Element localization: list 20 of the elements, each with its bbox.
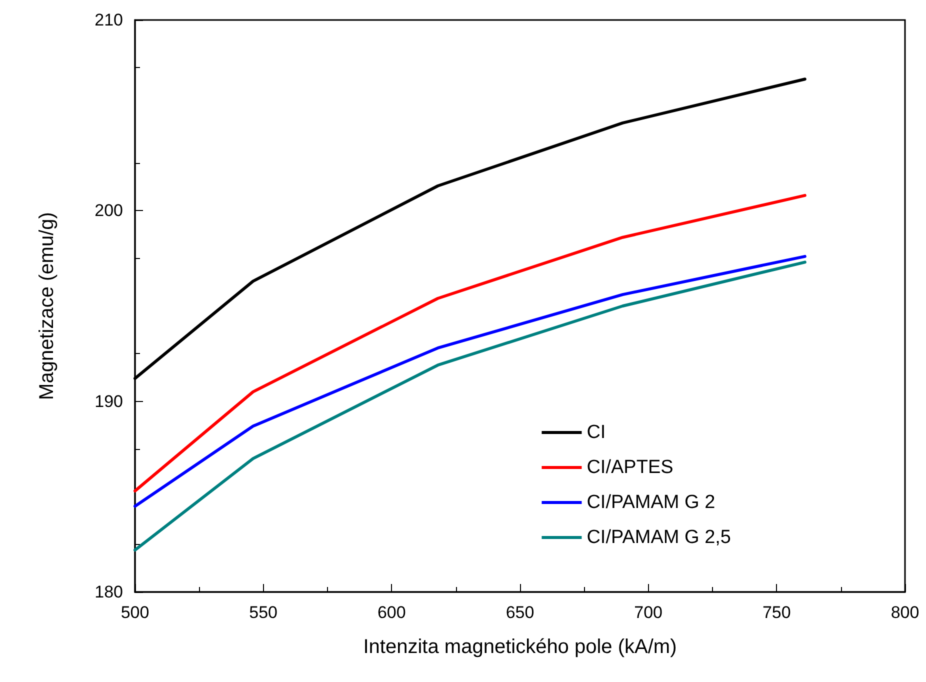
legend-label: CI/PAMAM G 2,5 [586, 527, 732, 548]
legend-label: CI [586, 422, 606, 443]
x-tick-label: 550 [249, 603, 278, 622]
line-series [134, 254, 806, 508]
x-tick-label: 700 [634, 603, 663, 622]
x-tick-label: 600 [377, 603, 406, 622]
x-tick-label: 750 [762, 603, 791, 622]
y-tick-label: 180 [94, 582, 123, 602]
x-tick-label: 500 [120, 603, 150, 622]
line-series [134, 194, 806, 492]
line-series [134, 260, 806, 552]
x-axis-title: Intenzita magnetického pole (kA/m) [363, 636, 677, 658]
y-tick-label: 210 [94, 10, 123, 30]
legend-label: CI/APTES [586, 457, 674, 478]
x-tick-label: 650 [506, 603, 534, 622]
y-tick-label: 200 [94, 201, 123, 220]
x-tick-label: 800 [890, 603, 920, 622]
y-axis-title: Magnetizace (emu/g) [36, 212, 58, 400]
y-tick-label: 190 [94, 392, 123, 411]
legend-label: CI/PAMAM G 2 [586, 492, 716, 513]
